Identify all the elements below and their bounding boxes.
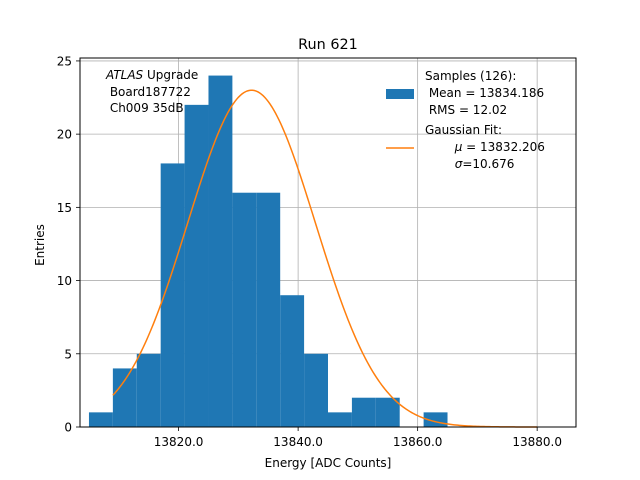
legend-hist-label-3: RMS = 12.02 — [425, 103, 507, 117]
x-axis-label: Energy [ADC Counts] — [265, 456, 392, 470]
y-tick-label: 10 — [57, 274, 72, 288]
histogram-bar — [88, 412, 113, 427]
histogram-bar — [184, 104, 209, 427]
histogram-bar — [328, 412, 352, 427]
histogram-bar — [304, 353, 328, 427]
y-tick-label: 25 — [57, 54, 72, 68]
legend: Samples (126): Mean = 13834.186 RMS = 12… — [386, 69, 564, 171]
axis-ticks: 13820.0 13840.0 13860.0 13880.0 0 5 10 15 20 25 — [57, 54, 562, 449]
y-tick-label: 20 — [57, 128, 72, 142]
y-axis-label: Entries — [33, 224, 47, 266]
y-tick-label: 15 — [57, 201, 72, 215]
annotation-line-2: Board187722 — [106, 85, 191, 99]
histogram-bar — [351, 397, 376, 427]
chart-title: Run 621 — [298, 37, 358, 53]
plot-frame — [79, 57, 577, 428]
legend-hist-label-1: Samples (126): — [425, 69, 516, 83]
x-tick-label: 13860.0 — [393, 435, 443, 449]
histogram-bar — [375, 397, 400, 427]
histogram-bar — [160, 163, 185, 427]
histogram-bar — [232, 192, 257, 427]
y-tick-label: 0 — [64, 421, 72, 435]
legend-hist-swatch — [386, 89, 414, 99]
y-tick-label: 5 — [64, 347, 72, 361]
x-tick-label: 13880.0 — [512, 435, 562, 449]
legend-hist-label-2: Mean = 13834.186 — [425, 86, 544, 100]
histogram-bar — [208, 75, 233, 428]
x-tick-label: 13840.0 — [273, 435, 323, 449]
histogram-bar — [256, 192, 281, 427]
histogram-bar — [136, 353, 161, 427]
legend-fit-label-3: σ=10.676 — [428, 157, 533, 171]
gaussian-fit-curve — [112, 89, 538, 428]
legend-fit-label-1: Gaussian Fit: — [425, 123, 502, 137]
legend-fit-label-2: μ = 13832.206 — [428, 140, 564, 154]
annotation-line-1: ATLAS Upgrade — [105, 68, 198, 82]
histogram-bar — [112, 368, 137, 427]
histogram-bar — [280, 295, 305, 427]
histogram-bars — [88, 75, 448, 428]
annotation-line-3: Ch009 35dB — [106, 101, 184, 115]
x-tick-label: 13820.0 — [154, 435, 204, 449]
